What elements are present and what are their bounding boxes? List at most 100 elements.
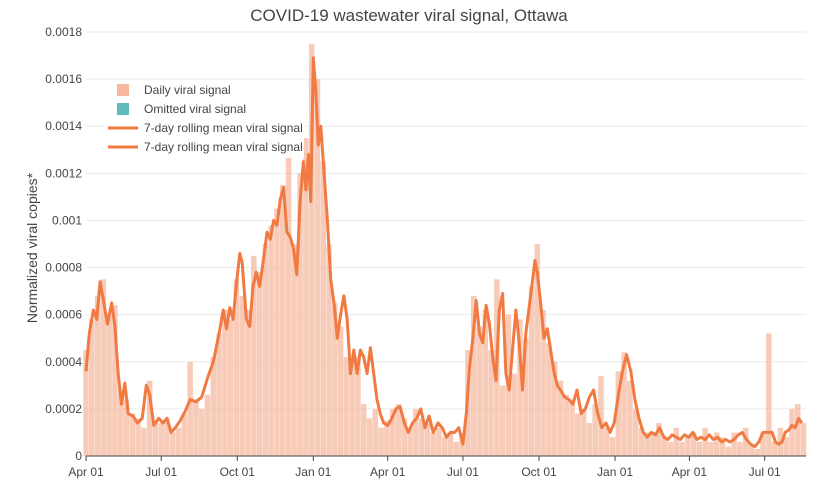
daily-signal-bar [499, 385, 506, 456]
daily-signal-bar [696, 441, 703, 456]
daily-signal-bar [731, 432, 737, 456]
daily-signal-bar [378, 427, 384, 456]
daily-signal-bar [152, 420, 159, 456]
daily-signal-bar [314, 79, 321, 456]
legend-swatch [117, 84, 129, 96]
chart-title: COVID-19 wastewater viral signal, Ottawa [250, 6, 568, 25]
daily-signal-bar [308, 43, 315, 457]
daily-signal-bar [187, 361, 193, 456]
daily-signal-bar [349, 361, 355, 456]
daily-signal-bar [523, 338, 529, 456]
daily-signal-bar [482, 309, 489, 456]
daily-signal-bar [800, 423, 807, 456]
daily-signal-bar [170, 432, 176, 456]
y-tick-label: 0.0006 [45, 308, 82, 322]
daily-signal-bar [146, 380, 153, 456]
daily-signal-bar [401, 418, 408, 456]
daily-signal-bar [644, 432, 651, 456]
daily-signal-bar [725, 446, 732, 456]
daily-signal-bar [123, 399, 130, 456]
x-tick-label: Jan 01 [597, 465, 633, 479]
daily-signal-bar [303, 138, 309, 456]
daily-signal-bar [511, 373, 517, 456]
daily-signal-bar [650, 432, 656, 456]
y-tick-label: 0.0004 [45, 355, 82, 369]
daily-signal-bar [760, 432, 766, 456]
daily-signal-bar [112, 305, 118, 456]
daily-signal-bar [673, 427, 679, 456]
daily-signal-bar [291, 244, 298, 456]
daily-signal-bar [690, 432, 697, 456]
daily-signal-bar [343, 357, 350, 456]
daily-signal-bar [592, 404, 598, 456]
daily-signal-bar [222, 309, 228, 456]
legend-label: 7-day rolling mean viral signal [144, 121, 303, 135]
daily-signal-bar [262, 244, 269, 456]
legend: Daily viral signal Omitted viral signal 7-… [104, 80, 304, 158]
daily-signal-bar [175, 427, 182, 456]
daily-signal-bar [563, 394, 570, 456]
daily-signal-bar [94, 295, 101, 456]
legend-background [104, 80, 304, 158]
daily-signal-bar [737, 441, 743, 456]
daily-signal-bar [794, 404, 801, 456]
daily-signal-bar [748, 444, 755, 456]
daily-signal-bar [395, 404, 402, 456]
daily-signal-bar [430, 432, 436, 456]
y-tick-label: 0.0018 [45, 25, 82, 39]
daily-signal-bar [216, 333, 222, 456]
y-tick-label: 0.0002 [45, 402, 82, 416]
x-tick-label: Jul 01 [749, 465, 781, 479]
daily-signal-bar [256, 272, 263, 456]
daily-signal-bar [742, 427, 749, 456]
daily-signal-bar [517, 319, 523, 456]
daily-signal-bar [557, 380, 564, 456]
daily-signal-bar [418, 418, 425, 456]
daily-signal-bar [285, 149, 292, 456]
daily-signal-bar [540, 309, 546, 456]
legend-label: 7-day rolling mean viral signal [144, 140, 303, 154]
daily-signal-bar [632, 408, 639, 456]
daily-signal-bar [488, 350, 494, 456]
x-tick-label: Jan 01 [295, 465, 331, 479]
daily-signal-bar [528, 286, 535, 456]
legend-label: Daily viral signal [144, 83, 231, 97]
daily-signal-bar [685, 437, 691, 456]
daily-signal-bar [586, 423, 593, 456]
daily-signal-bar [117, 390, 124, 456]
x-tick-label: Oct 01 [220, 465, 256, 479]
daily-signal-bar [702, 427, 708, 456]
daily-signal-bar [470, 295, 477, 456]
daily-signal-bar [384, 420, 390, 456]
daily-signal-bar [569, 399, 575, 456]
daily-signal-bar [719, 437, 726, 456]
daily-signal-bar [297, 173, 303, 457]
daily-signal-bar [580, 408, 587, 456]
daily-signal-bar [436, 427, 442, 456]
daily-signal-bar [141, 427, 147, 456]
x-tick-label: Apr 01 [370, 465, 406, 479]
daily-signal-bar [679, 441, 685, 456]
x-tick-label: Oct 01 [521, 465, 557, 479]
daily-signal-bar [366, 418, 373, 456]
daily-signal-bar [360, 404, 367, 456]
daily-signal-bar [609, 437, 616, 456]
daily-signal-bar [100, 279, 107, 456]
daily-signal-bar [245, 309, 251, 456]
bars-daily-viral-signal [83, 43, 807, 457]
daily-signal-bar [320, 161, 326, 457]
daily-signal-bar [424, 423, 431, 456]
daily-signal-bar [447, 432, 454, 456]
daily-signal-bar [337, 326, 344, 456]
daily-signal-bar [534, 244, 541, 456]
daily-signal-bar [135, 418, 141, 456]
daily-signal-bar [239, 295, 245, 456]
daily-signal-bar [453, 441, 460, 456]
y-tick-label: 0.0014 [45, 119, 82, 133]
daily-signal-bar [129, 413, 136, 456]
rolling-mean-line [84, 56, 804, 449]
legend-label: Omitted viral signal [144, 102, 246, 116]
daily-signal-bar [783, 437, 789, 456]
